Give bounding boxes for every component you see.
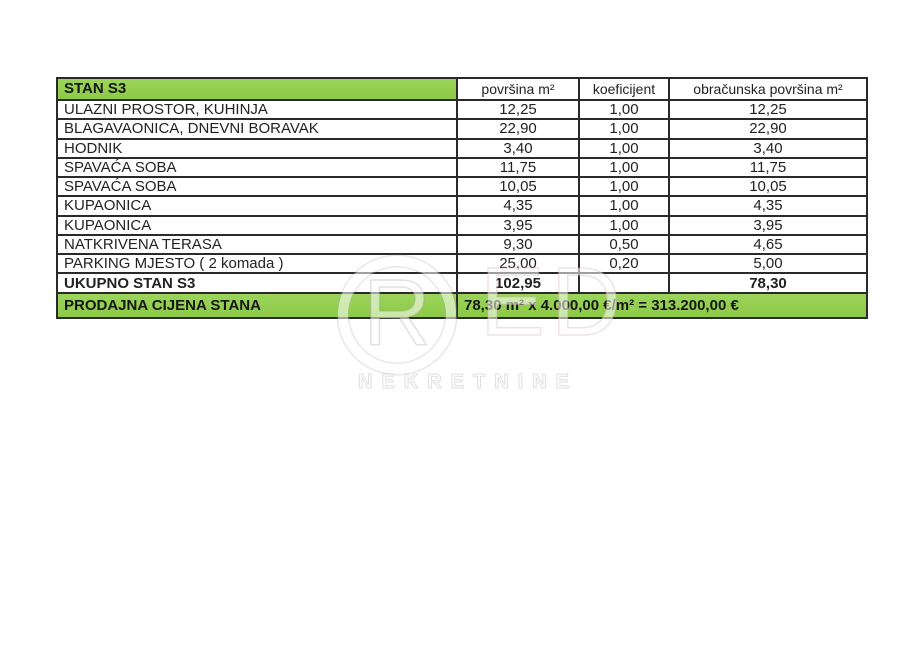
table-row: HODNIK 3,40 1,00 3,40 <box>56 137 868 159</box>
room-name-cell: ULAZNI PROSTOR, KUHINJA <box>56 98 458 121</box>
calculated-area-cell: 5,00 <box>668 252 868 275</box>
calculated-area-cell: 12,25 <box>668 98 868 121</box>
area-cell: 4,35 <box>456 195 580 217</box>
room-name-cell: KUPAONICA <box>56 214 458 236</box>
coefficient-cell: 0,50 <box>578 233 670 256</box>
calculated-area-cell: 4,35 <box>668 195 868 217</box>
coefficient-cell: 1,00 <box>578 118 670 140</box>
table-row: PARKING MJESTO ( 2 komada ) 25,00 0,20 5… <box>56 252 868 275</box>
coefficient-cell: 1,00 <box>578 98 670 121</box>
total-coefficient-cell <box>578 272 670 295</box>
calculated-area-cell: 4,65 <box>668 233 868 256</box>
table-row: ULAZNI PROSTOR, KUHINJA 12,25 1,00 12,25 <box>56 98 868 121</box>
sale-price-value-cell: 78,30 m² x 4.000,00 €/m² = 313.200,00 € <box>456 292 868 320</box>
room-name-cell: BLAGAVAONICA, DNEVNI BORAVAK <box>56 118 458 140</box>
table-title-cell: STAN S3 <box>56 77 458 101</box>
room-name-cell: PARKING MJESTO ( 2 komada ) <box>56 252 458 275</box>
table-row: NATKRIVENA TERASA 9,30 0,50 4,65 <box>56 233 868 256</box>
table-row: SPAVAĆA SOBA 11,75 1,00 11,75 <box>56 156 868 179</box>
coefficient-cell: 1,00 <box>578 175 670 198</box>
coefficient-cell: 1,00 <box>578 137 670 159</box>
total-row: UKUPNO STAN S3 102,95 78,30 <box>56 272 868 295</box>
coefficient-cell: 1,00 <box>578 195 670 217</box>
room-name-cell: NATKRIVENA TERASA <box>56 233 458 256</box>
room-name-cell: KUPAONICA <box>56 195 458 217</box>
sale-price-label-cell: PRODAJNA CIJENA STANA <box>56 292 458 320</box>
coefficient-cell: 0,20 <box>578 252 670 275</box>
table-row: KUPAONICA 4,35 1,00 4,35 <box>56 195 868 217</box>
table-row: BLAGAVAONICA, DNEVNI BORAVAK 22,90 1,00 … <box>56 118 868 140</box>
room-name-cell: SPAVAĆA SOBA <box>56 175 458 198</box>
calculated-area-cell: 3,40 <box>668 137 868 159</box>
total-label-cell: UKUPNO STAN S3 <box>56 272 458 295</box>
area-cell: 3,95 <box>456 214 580 236</box>
total-calculated-area-cell: 78,30 <box>668 272 868 295</box>
col-header-obracunska-povrsina: obračunska površina m² <box>668 77 868 101</box>
area-cell: 3,40 <box>456 137 580 159</box>
area-cell: 12,25 <box>456 98 580 121</box>
col-header-koeficijent: koeficijent <box>578 77 670 101</box>
apartment-area-table: STAN S3 površina m² koeficijent obračuns… <box>56 77 868 320</box>
calculated-area-cell: 22,90 <box>668 118 868 140</box>
col-header-povrsina: površina m² <box>456 77 580 101</box>
calculated-area-cell: 3,95 <box>668 214 868 236</box>
room-name-cell: HODNIK <box>56 137 458 159</box>
total-area-cell: 102,95 <box>456 272 580 295</box>
coefficient-cell: 1,00 <box>578 156 670 179</box>
calculated-area-cell: 11,75 <box>668 156 868 179</box>
watermark-subtitle: NEKRETNINE <box>357 371 579 394</box>
calculated-area-cell: 10,05 <box>668 175 868 198</box>
table-row: KUPAONICA 3,95 1,00 3,95 <box>56 214 868 236</box>
area-cell: 11,75 <box>456 156 580 179</box>
sale-price-row: PRODAJNA CIJENA STANA 78,30 m² x 4.000,0… <box>56 292 868 320</box>
area-cell: 25,00 <box>456 252 580 275</box>
area-cell: 22,90 <box>456 118 580 140</box>
area-cell: 9,30 <box>456 233 580 256</box>
table-row: SPAVAĆA SOBA 10,05 1,00 10,05 <box>56 175 868 198</box>
room-name-cell: SPAVAĆA SOBA <box>56 156 458 179</box>
coefficient-cell: 1,00 <box>578 214 670 236</box>
area-cell: 10,05 <box>456 175 580 198</box>
table-header-row: STAN S3 površina m² koeficijent obračuns… <box>56 77 868 101</box>
